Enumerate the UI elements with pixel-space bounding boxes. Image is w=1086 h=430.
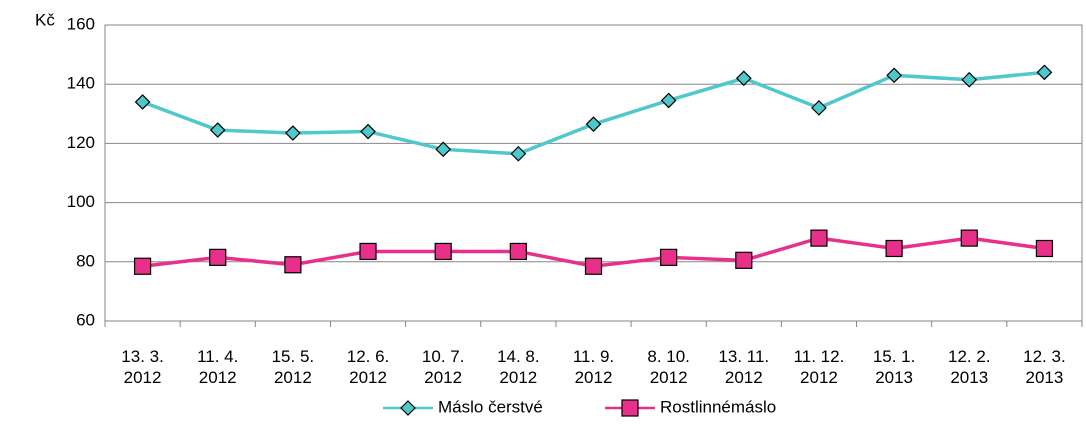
marker: [1035, 239, 1054, 258]
marker: [585, 116, 602, 133]
y-tick-label: 120: [67, 133, 95, 152]
y-tick-label: 100: [67, 192, 95, 211]
x-tick-label: 11. 12. 2012: [793, 347, 845, 387]
marker: [359, 242, 377, 261]
x-tick-label: 11. 9. 2012: [572, 347, 615, 387]
marker: [885, 239, 903, 258]
legend-marker: [621, 399, 639, 417]
marker: [209, 122, 226, 138]
x-tick-label: 12. 2. 2013: [947, 347, 991, 387]
marker: [810, 229, 828, 247]
marker: [886, 67, 902, 84]
marker: [133, 257, 152, 275]
y-unit: Kč: [35, 10, 55, 29]
marker: [510, 145, 527, 162]
marker: [584, 257, 603, 275]
marker: [209, 248, 227, 266]
marker: [960, 229, 978, 247]
legend-label: Máslo čerstvé: [438, 397, 543, 416]
marker: [434, 242, 452, 261]
plot-border: [104, 24, 1083, 322]
marker: [735, 70, 752, 87]
x-tick-label: 13. 11. 2012: [718, 347, 770, 387]
x-tick-label: 12. 6. 2012: [346, 347, 390, 387]
y-tick-label: 160: [67, 14, 95, 33]
x-tick-label: 12. 3. 2013: [1023, 347, 1066, 387]
marker: [735, 251, 753, 269]
x-tick-label: 11. 4. 2012: [197, 347, 239, 387]
marker: [1036, 64, 1053, 81]
x-tick-label: 10. 7. 2012: [421, 347, 465, 387]
marker: [961, 71, 978, 88]
x-tick-label: 14. 8. 2012: [497, 347, 540, 387]
x-tick-label: 15. 1. 2013: [872, 347, 916, 387]
y-tick-label: 80: [76, 251, 95, 270]
marker: [811, 100, 827, 116]
legend-label: Rostlinnémáslo: [660, 397, 776, 416]
y-tick-label: 60: [76, 310, 95, 329]
legend-marker: [400, 400, 416, 416]
marker: [360, 123, 376, 140]
x-tick-label: 13. 3. 2012: [121, 347, 164, 387]
x-tick-label: 8. 10. 2012: [647, 347, 690, 387]
y-tick-label: 140: [67, 74, 95, 93]
marker: [509, 242, 527, 261]
marker: [660, 248, 678, 266]
marker: [284, 256, 302, 274]
x-tick-label: 15. 5. 2012: [271, 347, 315, 387]
marker: [660, 92, 677, 109]
marker: [435, 141, 452, 158]
marker: [134, 94, 151, 110]
marker: [285, 125, 301, 141]
